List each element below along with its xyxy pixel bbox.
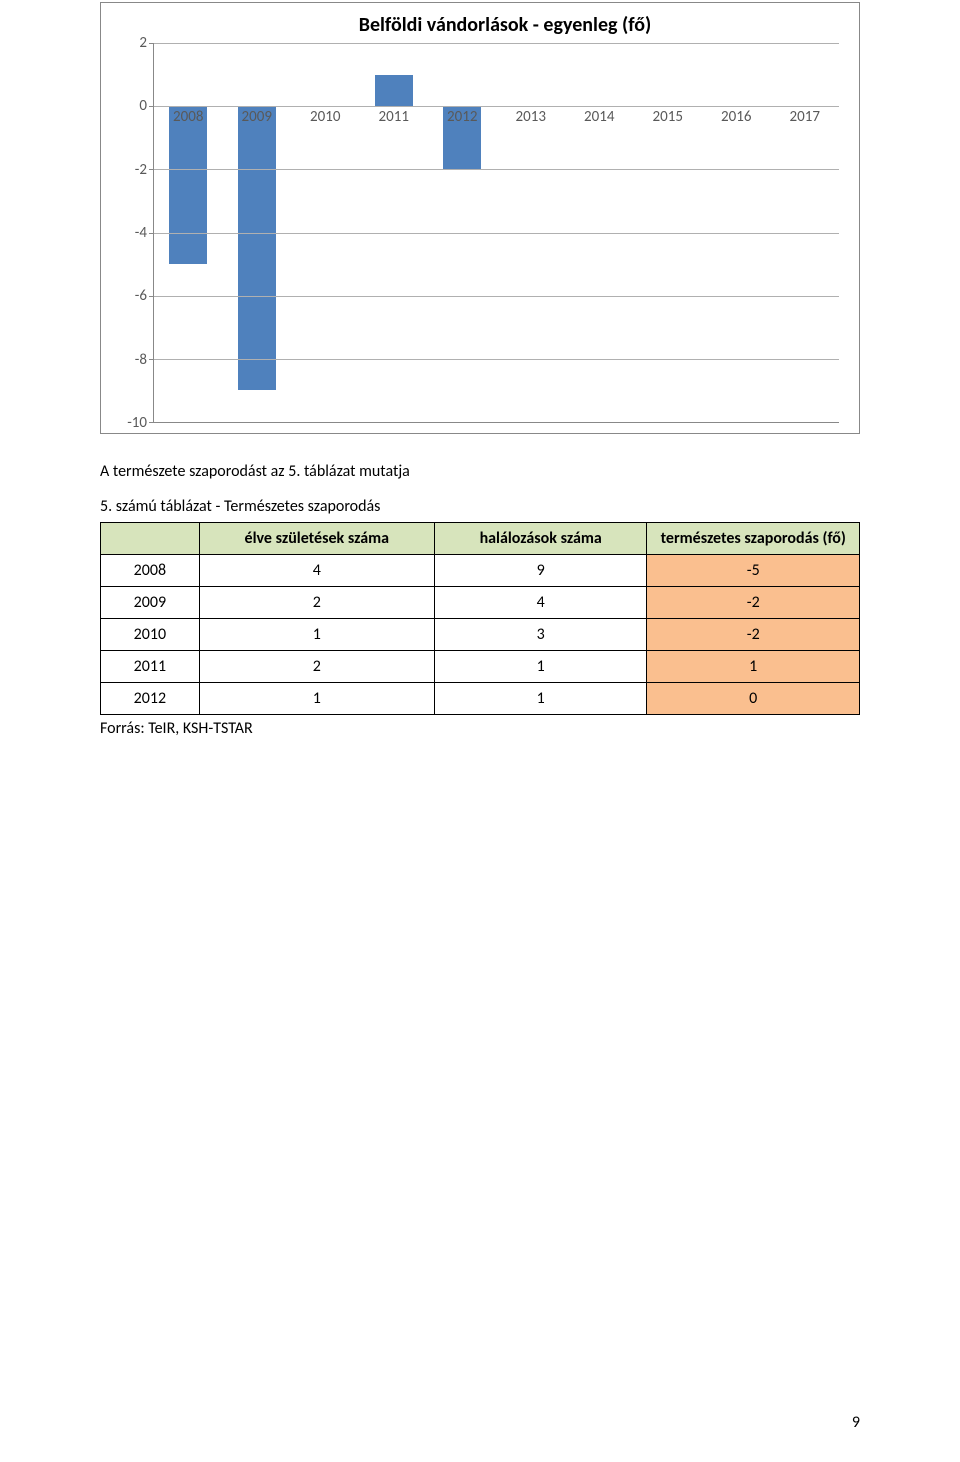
table-cell: 4 [434, 587, 647, 619]
grid-line [154, 359, 839, 360]
table-caption: 5. számú táblázat - Természetes szaporod… [100, 497, 860, 516]
chart-title: Belföldi vándorlások - egyenleg (fő) [171, 13, 839, 37]
table-cell: 1 [647, 651, 860, 683]
table-cell: 2008 [101, 555, 200, 587]
x-tick-label: 2010 [310, 108, 340, 126]
table-cell: 4 [199, 555, 434, 587]
x-tick-label: 2014 [584, 108, 614, 126]
chart-body: -10-8-6-4-202 20082009201020112012201320… [111, 43, 839, 423]
x-tick-label: 2009 [242, 108, 272, 126]
table-cell: -5 [647, 555, 860, 587]
chart-bar [375, 75, 413, 107]
chart-y-axis: -10-8-6-4-202 [111, 43, 153, 423]
x-tick-label: 2017 [790, 108, 820, 126]
chart-bar [169, 106, 207, 264]
chart-plot-area: 2008 2009 2010 2011 2012 2013 2014 2015 2016 2017 [153, 43, 839, 423]
page-number: 9 [852, 1413, 860, 1432]
table-cell: -2 [647, 619, 860, 651]
grid-line [154, 169, 839, 170]
table-cell: 2011 [101, 651, 200, 683]
table-header-cell [101, 523, 200, 555]
table-header-cell: halálozások száma [434, 523, 647, 555]
table-cell: 1 [434, 651, 647, 683]
x-tick-label: 2008 [173, 108, 203, 126]
table-row: 2011211 [101, 651, 860, 683]
table-cell: -2 [647, 587, 860, 619]
y-tick-label: -4 [135, 224, 147, 242]
y-tick-label: -8 [135, 351, 147, 369]
table-cell: 0 [647, 683, 860, 715]
y-tick-label: -6 [135, 287, 147, 305]
table-cell: 2010 [101, 619, 200, 651]
y-tick-label: 0 [139, 97, 147, 115]
table-header-cell: természetes szaporodás (fő) [647, 523, 860, 555]
x-tick-label: 2013 [516, 108, 546, 126]
y-tick-mark [149, 422, 154, 423]
table-cell: 2 [199, 587, 434, 619]
table-cell: 1 [199, 619, 434, 651]
table-cell: 3 [434, 619, 647, 651]
y-tick-label: -2 [135, 161, 147, 179]
migration-chart-frame: Belföldi vándorlások - egyenleg (fő) -10… [100, 2, 860, 434]
x-tick-label: 2015 [653, 108, 683, 126]
grid-line [154, 233, 839, 234]
x-tick-label: 2012 [447, 108, 477, 126]
table-cell: 1 [434, 683, 647, 715]
table-cell: 2009 [101, 587, 200, 619]
table-row: 200924-2 [101, 587, 860, 619]
table-cell: 2 [199, 651, 434, 683]
x-tick-label: 2016 [721, 108, 751, 126]
paragraph-text: A természete szaporodást az 5. táblázat … [100, 462, 860, 481]
source-text: Forrás: TeIR, KSH-TSTAR [100, 719, 860, 738]
natural-growth-table: élve születések számahalálozások számate… [100, 522, 860, 715]
grid-line [154, 43, 839, 44]
x-tick-label: 2011 [379, 108, 409, 126]
table-cell: 2012 [101, 683, 200, 715]
table-cell: 1 [199, 683, 434, 715]
table-header-cell: élve születések száma [199, 523, 434, 555]
table-row: 200849-5 [101, 555, 860, 587]
grid-line [154, 296, 839, 297]
table-row: 2012110 [101, 683, 860, 715]
y-tick-label: -10 [127, 414, 147, 432]
y-tick-label: 2 [139, 34, 147, 52]
table-cell: 9 [434, 555, 647, 587]
grid-line [154, 106, 839, 107]
table-row: 201013-2 [101, 619, 860, 651]
chart-bar [238, 106, 276, 390]
